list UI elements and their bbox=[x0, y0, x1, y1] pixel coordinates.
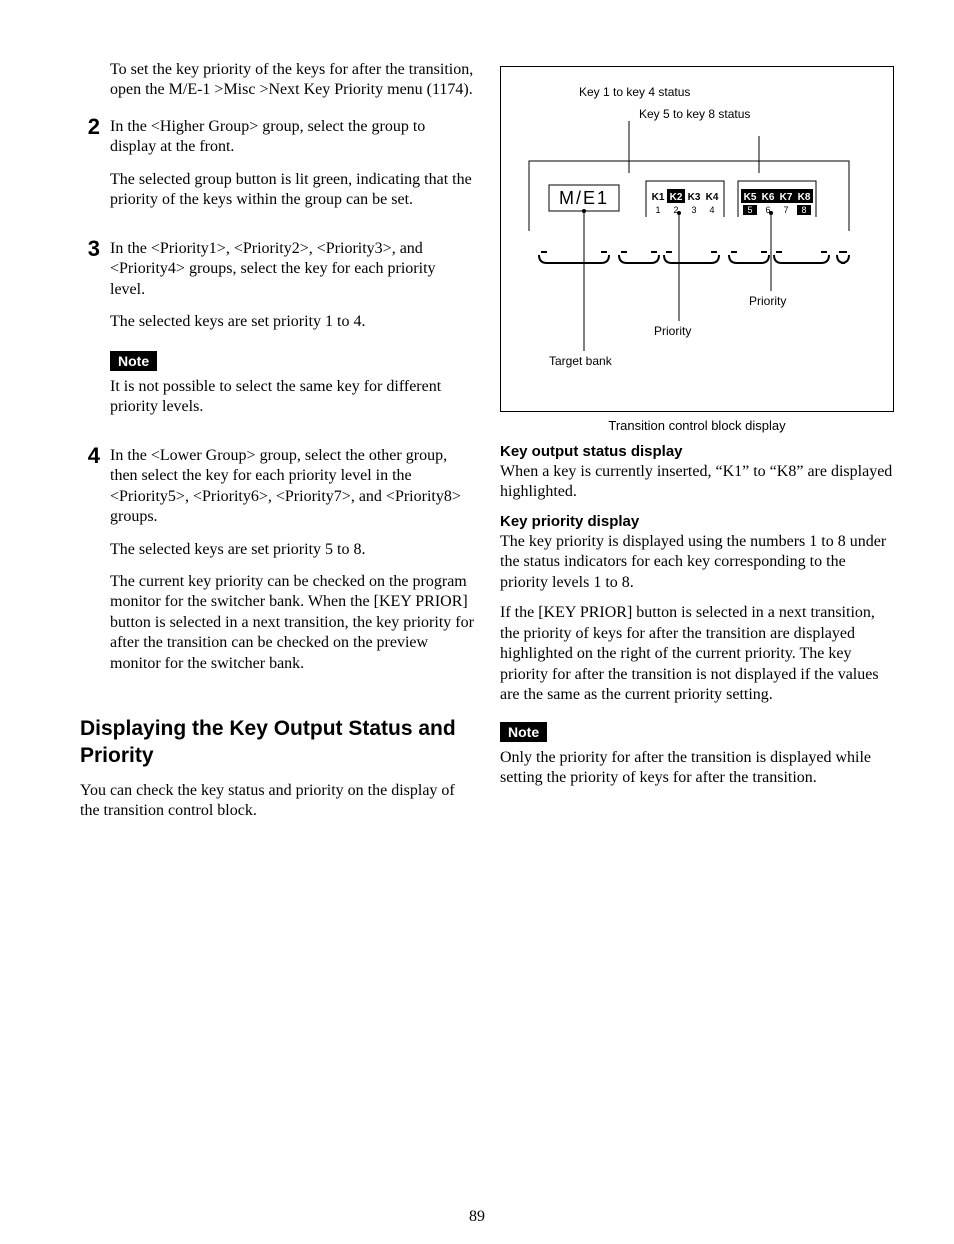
step-body: In the <Priority1>, <Priority2>, <Priori… bbox=[110, 239, 474, 430]
svg-text:K6: K6 bbox=[762, 192, 775, 203]
step-number: 2 bbox=[80, 116, 100, 138]
numbered-step: 2 In the <Higher Group> group, select the… bbox=[80, 117, 474, 223]
svg-text:7: 7 bbox=[783, 205, 788, 215]
left-column: To set the key priority of the keys for … bbox=[80, 60, 474, 832]
svg-text:Priority: Priority bbox=[654, 324, 691, 338]
note-body: Only the priority for after the transiti… bbox=[500, 748, 894, 789]
svg-text:1: 1 bbox=[655, 205, 660, 215]
para-output: When a key is currently inserted, “K1” t… bbox=[500, 462, 894, 503]
svg-text:4: 4 bbox=[709, 205, 714, 215]
fig-label-k5-8: Key 5 to key 8 status bbox=[639, 107, 875, 121]
step-number: 4 bbox=[80, 445, 100, 467]
para-priority-1: The key priority is displayed using the … bbox=[500, 532, 894, 593]
svg-text:K2: K2 bbox=[670, 192, 683, 203]
svg-text:K3: K3 bbox=[688, 192, 701, 203]
step-para: The current key priority can be checked … bbox=[110, 572, 474, 674]
section-heading: Displaying the Key Output Status and Pri… bbox=[80, 716, 474, 769]
step-para: The selected keys are set priority 1 to … bbox=[110, 312, 474, 332]
svg-text:K4: K4 bbox=[706, 192, 719, 203]
note-body: It is not possible to select the same ke… bbox=[110, 377, 474, 418]
figure-caption: Transition control block display bbox=[500, 418, 894, 433]
svg-text:K5: K5 bbox=[744, 192, 757, 203]
subhead-output: Key output status display bbox=[500, 443, 894, 460]
step-para: In the <Higher Group> group, select the … bbox=[110, 117, 474, 158]
step-body: In the <Lower Group> group, select the o… bbox=[110, 446, 474, 687]
step-para: The selected group button is lit green, … bbox=[110, 170, 474, 211]
numbered-step: 3 In the <Priority1>, <Priority2>, <Prior… bbox=[80, 239, 474, 430]
right-column: Key 1 to key 4 status Key 5 to key 8 sta… bbox=[500, 60, 894, 832]
numbered-step: 4 In the <Lower Group> group, select the … bbox=[80, 446, 474, 687]
section-intro: You can check the key status and priorit… bbox=[80, 781, 474, 822]
note-badge: Note bbox=[110, 351, 157, 371]
intro-para: To set the key priority of the keys for … bbox=[110, 60, 474, 101]
svg-text:Priority: Priority bbox=[749, 294, 786, 308]
subhead-priority: Key priority display bbox=[500, 513, 894, 530]
note-badge: Note bbox=[500, 722, 547, 742]
figure-svg: M/E1K11K22K33K44K55K66K77K88Target bankP… bbox=[519, 121, 859, 381]
svg-text:K8: K8 bbox=[798, 192, 811, 203]
step-para: In the <Lower Group> group, select the o… bbox=[110, 446, 474, 528]
step-para: In the <Priority1>, <Priority2>, <Priori… bbox=[110, 239, 474, 300]
svg-text:3: 3 bbox=[691, 205, 696, 215]
svg-text:M/E1: M/E1 bbox=[559, 188, 609, 208]
svg-text:K7: K7 bbox=[780, 192, 793, 203]
step-body: In the <Higher Group> group, select the … bbox=[110, 117, 474, 223]
figure-box: Key 1 to key 4 status Key 5 to key 8 sta… bbox=[500, 66, 894, 412]
svg-text:5: 5 bbox=[747, 205, 752, 215]
svg-text:Target bank: Target bank bbox=[549, 354, 613, 368]
page-number: 89 bbox=[0, 1208, 954, 1226]
para-priority-2: If the [KEY PRIOR] button is selected in… bbox=[500, 603, 894, 705]
step-number: 3 bbox=[80, 238, 100, 260]
step-para: The selected keys are set priority 5 to … bbox=[110, 540, 474, 560]
svg-text:8: 8 bbox=[801, 205, 806, 215]
fig-label-k1-4: Key 1 to key 4 status bbox=[579, 85, 875, 99]
svg-text:K1: K1 bbox=[652, 192, 665, 203]
